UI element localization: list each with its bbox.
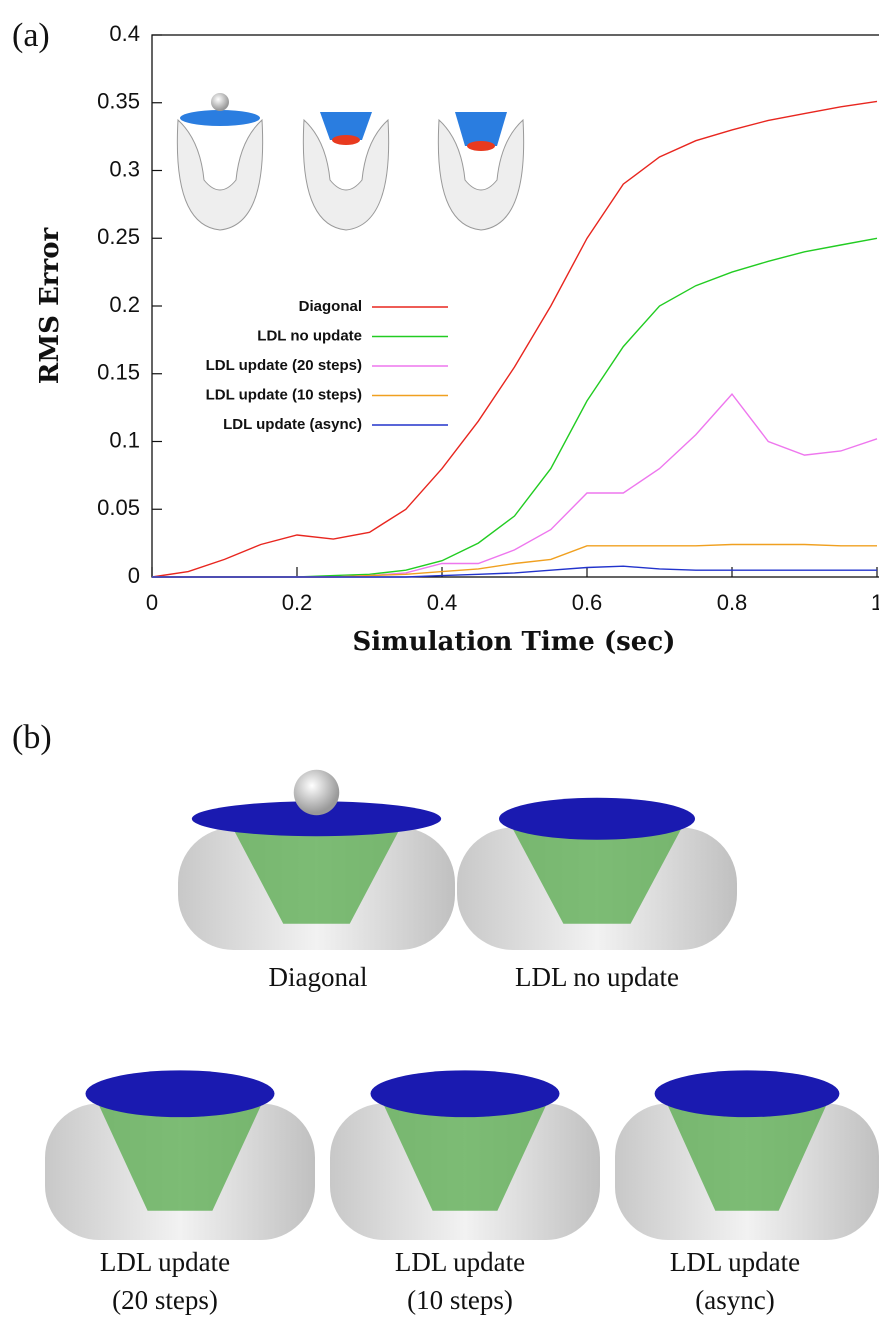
- membrane: [455, 112, 507, 146]
- mesh-body: [176, 118, 264, 231]
- rim: [191, 801, 442, 837]
- caption: Diagonal: [269, 962, 368, 992]
- legend-label: LDL update (20 steps): [206, 357, 362, 374]
- legend-label: LDL no update: [257, 327, 362, 344]
- panel-label: (b): [12, 719, 52, 756]
- cup: [227, 818, 406, 924]
- x-tick-label: 0.8: [717, 590, 748, 615]
- caption: LDL update: [395, 1247, 525, 1277]
- mesh-body: [437, 118, 525, 231]
- mesh-body: [302, 118, 390, 231]
- caption: (20 steps): [112, 1285, 218, 1315]
- legend-label: Diagonal: [299, 298, 362, 315]
- legend-label: LDL update (async): [223, 416, 362, 433]
- x-tick-label: 1: [871, 590, 879, 615]
- caption: (async): [695, 1285, 774, 1315]
- cup: [93, 1093, 267, 1211]
- rim: [654, 1070, 840, 1118]
- y-axis-label: RMS Error: [35, 227, 65, 384]
- ball: [211, 93, 229, 111]
- x-tick-label: 0.2: [282, 590, 313, 615]
- legend-label: LDL update (10 steps): [206, 386, 362, 403]
- series-line: [151, 100, 878, 578]
- panel-label: (a): [12, 17, 50, 54]
- series-line: [152, 237, 878, 578]
- rim: [499, 797, 695, 840]
- y-tick-label: 0.3: [109, 156, 140, 181]
- y-tick-label: 0.25: [97, 224, 140, 249]
- contact: [332, 135, 360, 145]
- x-tick-label: 0.6: [572, 590, 603, 615]
- plot-frame: [151, 34, 879, 578]
- contact: [467, 141, 495, 151]
- caption: LDL no update: [515, 962, 679, 992]
- cup: [378, 1093, 552, 1211]
- y-tick-label: 0: [128, 563, 140, 588]
- rim: [370, 1070, 560, 1118]
- y-tick-label: 0.05: [97, 495, 140, 520]
- y-tick-label: 0.15: [97, 360, 140, 385]
- ball: [293, 769, 340, 816]
- caption: (10 steps): [407, 1285, 513, 1315]
- x-tick-label: 0.4: [427, 590, 458, 615]
- renderings: [45, 769, 879, 1240]
- membrane: [320, 112, 372, 140]
- y-tick-label: 0.4: [109, 21, 140, 46]
- y-tick-label: 0.1: [109, 427, 140, 452]
- series-line: [152, 565, 877, 578]
- cup: [507, 818, 687, 924]
- y-tick-label: 0.2: [109, 292, 140, 317]
- y-tick-label: 0.35: [97, 89, 140, 114]
- x-axis-label: Simulation Time (sec): [353, 627, 676, 657]
- cup: [662, 1093, 832, 1211]
- x-tick-label: 0: [146, 590, 158, 615]
- caption: LDL update: [100, 1247, 230, 1277]
- rim: [85, 1070, 275, 1118]
- thumbnails: [176, 93, 525, 231]
- caption: LDL update: [670, 1247, 800, 1277]
- membrane: [180, 110, 260, 126]
